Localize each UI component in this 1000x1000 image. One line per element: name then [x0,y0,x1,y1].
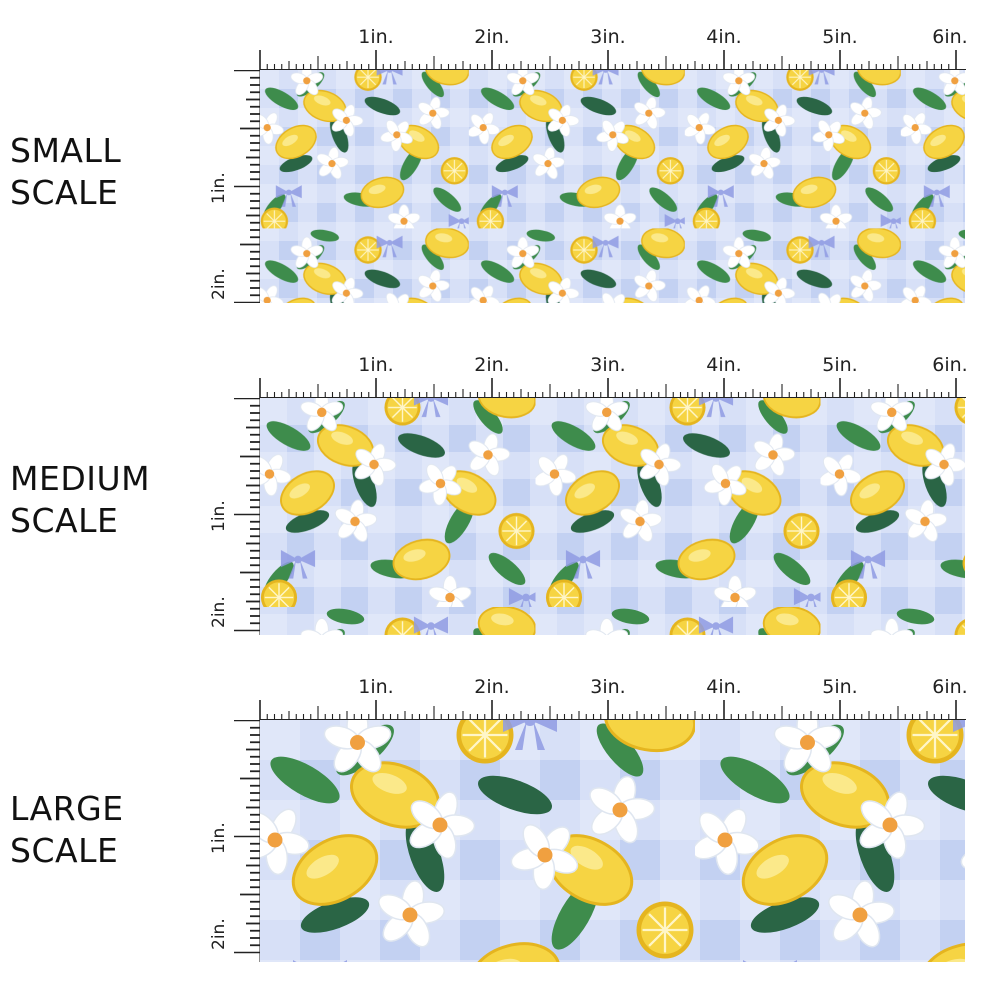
ruler-label-v-2in: 2in. [209,918,229,950]
ruler-label-v-1in: 1in. [209,822,229,854]
ruler-label-1in: 1in. [358,676,393,698]
scale-label: MEDIUM SCALE [10,458,150,542]
fabric-swatch [260,720,965,962]
scale-label-line1: MEDIUM [10,458,150,500]
lemon-blossom-print [260,70,965,303]
ruler-label-v-1in: 1in. [209,500,229,532]
ruler-label-3in: 3in. [590,26,625,48]
ruler-label-v-1in: 1in. [209,172,229,204]
scale-label-line1: LARGE [10,788,124,830]
ruler-label-3in: 3in. [590,354,625,376]
ruler-label-2in: 2in. [474,354,509,376]
ruler-label-4in: 4in. [706,676,741,698]
fabric-swatch [260,70,965,303]
ruler-label-3in: 3in. [590,676,625,698]
ruler-label-4in: 4in. [706,26,741,48]
ruler-label-5in: 5in. [822,26,857,48]
ruler-label-5in: 5in. [822,676,857,698]
lemon-blossom-print [260,720,965,962]
scale-label: LARGE SCALE [10,788,124,872]
ruler-label-v-2in: 2in. [209,596,229,628]
ruler-label-6in: 6in. [932,354,967,376]
horizontal-ruler: 1in. 2in. 3in. 4in. 5in. 6in. [258,352,968,398]
vertical-ruler: 1in. 2in. [205,398,261,635]
ruler-label-2in: 2in. [474,26,509,48]
vertical-ruler: 1in. 2in. [205,720,261,962]
ruler-label-2in: 2in. [474,676,509,698]
ruler-label-v-2in: 2in. [209,268,229,300]
horizontal-ruler: 1in. 2in. 3in. 4in. 5in. 6in. [258,24,968,70]
scale-label-line2: SCALE [10,500,150,542]
vertical-ruler: 1in. 2in. [205,70,261,303]
ruler-label-1in: 1in. [358,354,393,376]
ruler-label-4in: 4in. [706,354,741,376]
ruler-label-6in: 6in. [932,676,967,698]
ruler-label-6in: 6in. [932,26,967,48]
horizontal-ruler: 1in. 2in. 3in. 4in. 5in. 6in. [258,674,968,720]
lemon-blossom-print [260,398,965,635]
fabric-swatch [260,398,965,635]
scale-label-line1: SMALL [10,130,121,172]
scale-label-line2: SCALE [10,830,124,872]
ruler-label-1in: 1in. [358,26,393,48]
ruler-label-5in: 5in. [822,354,857,376]
scale-label: SMALL SCALE [10,130,121,214]
scale-label-line2: SCALE [10,172,121,214]
